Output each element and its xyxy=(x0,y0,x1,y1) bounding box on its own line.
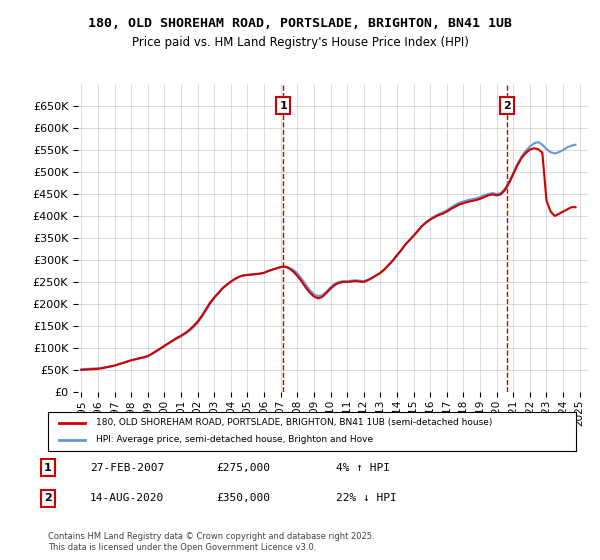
Text: £275,000: £275,000 xyxy=(216,463,270,473)
Text: 2: 2 xyxy=(44,493,52,503)
Text: Price paid vs. HM Land Registry's House Price Index (HPI): Price paid vs. HM Land Registry's House … xyxy=(131,36,469,49)
Text: 4% ↑ HPI: 4% ↑ HPI xyxy=(336,463,390,473)
Text: 2: 2 xyxy=(503,101,511,110)
Text: HPI: Average price, semi-detached house, Brighton and Hove: HPI: Average price, semi-detached house,… xyxy=(95,435,373,444)
Text: 1: 1 xyxy=(44,463,52,473)
Text: £350,000: £350,000 xyxy=(216,493,270,503)
Text: 180, OLD SHOREHAM ROAD, PORTSLADE, BRIGHTON, BN41 1UB (semi-detached house): 180, OLD SHOREHAM ROAD, PORTSLADE, BRIGH… xyxy=(95,418,492,427)
Text: 180, OLD SHOREHAM ROAD, PORTSLADE, BRIGHTON, BN41 1UB: 180, OLD SHOREHAM ROAD, PORTSLADE, BRIGH… xyxy=(88,17,512,30)
Text: Contains HM Land Registry data © Crown copyright and database right 2025.
This d: Contains HM Land Registry data © Crown c… xyxy=(48,532,374,552)
Text: 1: 1 xyxy=(279,101,287,110)
Text: 14-AUG-2020: 14-AUG-2020 xyxy=(90,493,164,503)
Text: 27-FEB-2007: 27-FEB-2007 xyxy=(90,463,164,473)
Text: 22% ↓ HPI: 22% ↓ HPI xyxy=(336,493,397,503)
